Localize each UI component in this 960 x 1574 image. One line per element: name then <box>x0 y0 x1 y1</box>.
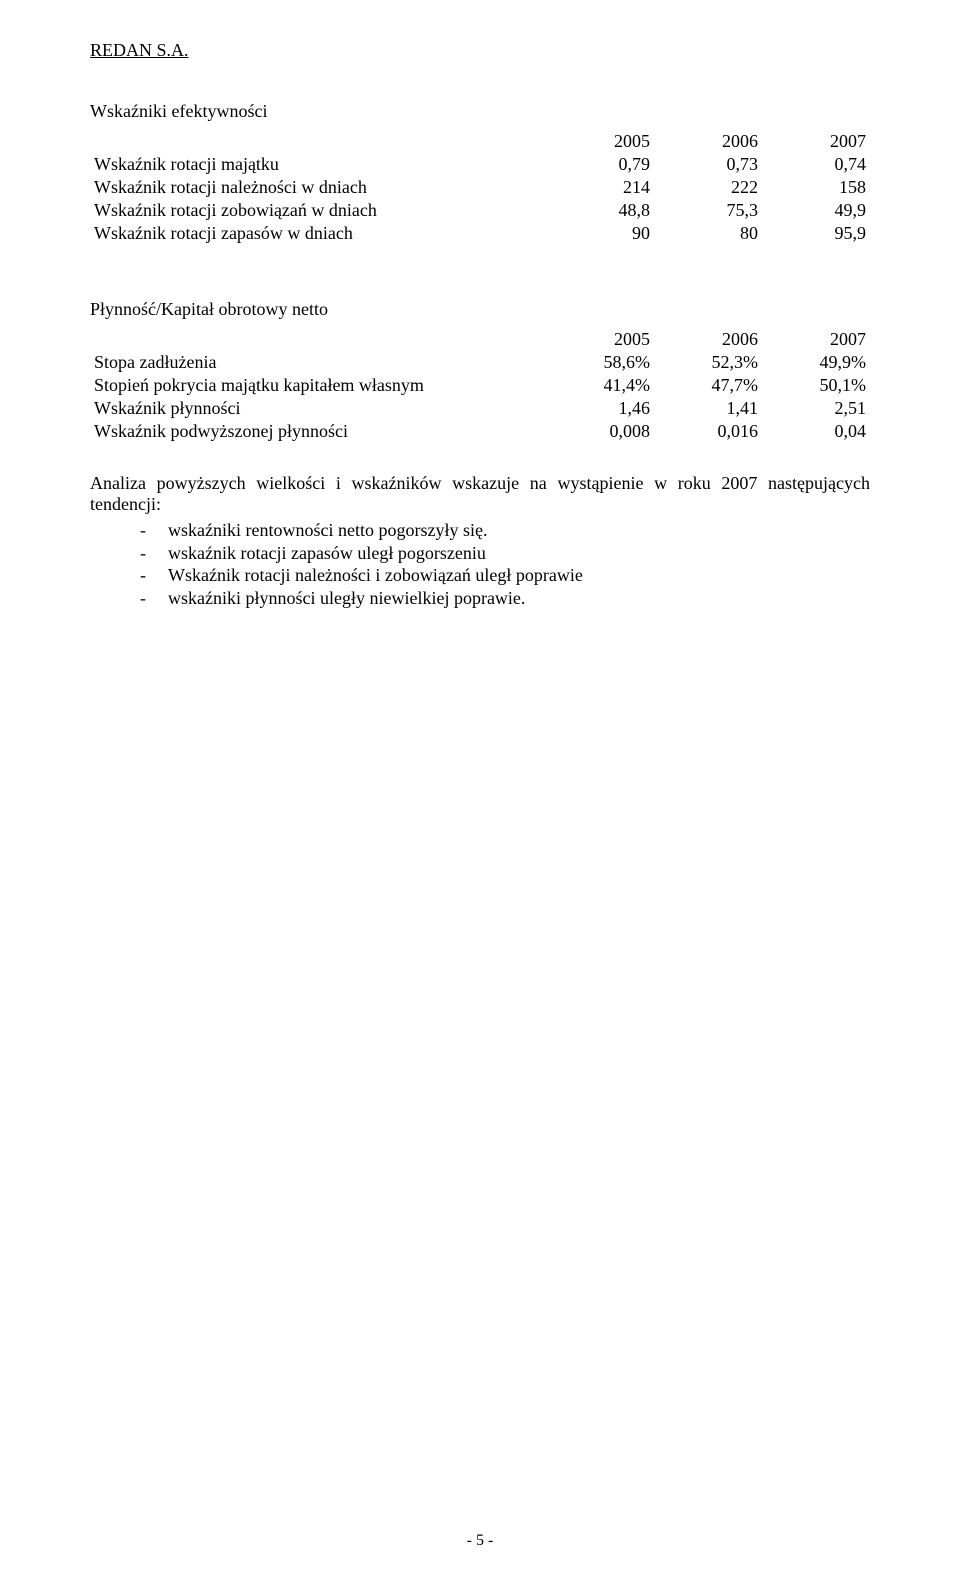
analysis-intro: Analiza powyższych wielkości i wskaźnikó… <box>90 473 870 514</box>
cell-value: 75,3 <box>654 199 762 222</box>
cell-value: 0,74 <box>762 153 870 176</box>
analysis-list: wskaźniki rentowności netto pogorszyły s… <box>90 519 870 609</box>
cell-value: 1,46 <box>546 397 654 420</box>
table-row: Wskaźnik rotacji zapasów w dniach 90 80 … <box>90 222 870 245</box>
list-item: Wskaźnik rotacji należności i zobowiązań… <box>140 564 870 587</box>
page-number: - 5 - <box>0 1532 960 1550</box>
cell-value: 80 <box>654 222 762 245</box>
table-row: Wskaźnik podwyższonej płynności 0,008 0,… <box>90 420 870 443</box>
row-label: Wskaźnik rotacji majątku <box>90 153 546 176</box>
cell-value: 0,79 <box>546 153 654 176</box>
table-row: Stopień pokrycia majątku kapitałem własn… <box>90 374 870 397</box>
cell-value: 58,6% <box>546 351 654 374</box>
row-label: Stopa zadłużenia <box>90 351 546 374</box>
col-year: 2006 <box>654 130 762 153</box>
table-row: 2005 2006 2007 <box>90 328 870 351</box>
table-row: Wskaźnik rotacji należności w dniach 214… <box>90 176 870 199</box>
table-efficiency: 2005 2006 2007 Wskaźnik rotacji majątku … <box>90 130 870 245</box>
page-header-company: REDAN S.A. <box>90 40 870 61</box>
page: REDAN S.A. Wskaźniki efektywności 2005 2… <box>0 0 960 1574</box>
cell-value: 49,9% <box>762 351 870 374</box>
list-item: wskaźniki płynności uległy niewielkiej p… <box>140 587 870 610</box>
cell-value: 0,73 <box>654 153 762 176</box>
table-row: Stopa zadłużenia 58,6% 52,3% 49,9% <box>90 351 870 374</box>
row-label: Wskaźnik podwyższonej płynności <box>90 420 546 443</box>
col-year: 2007 <box>762 328 870 351</box>
list-item: wskaźnik rotacji zapasów uległ pogorszen… <box>140 542 870 565</box>
cell-value: 0,04 <box>762 420 870 443</box>
row-label: Stopień pokrycia majątku kapitałem własn… <box>90 374 546 397</box>
cell-value: 41,4% <box>546 374 654 397</box>
cell-value: 52,3% <box>654 351 762 374</box>
list-item: wskaźniki rentowności netto pogorszyły s… <box>140 519 870 542</box>
cell-value: 50,1% <box>762 374 870 397</box>
section-title-efficiency: Wskaźniki efektywności <box>90 101 870 122</box>
cell-value: 95,9 <box>762 222 870 245</box>
table-liquidity: 2005 2006 2007 Stopa zadłużenia 58,6% 52… <box>90 328 870 443</box>
cell-value: 48,8 <box>546 199 654 222</box>
section-title-liquidity: Płynność/Kapitał obrotowy netto <box>90 299 870 320</box>
cell-empty <box>90 130 546 153</box>
row-label: Wskaźnik rotacji zapasów w dniach <box>90 222 546 245</box>
cell-empty <box>90 328 546 351</box>
row-label: Wskaźnik płynności <box>90 397 546 420</box>
col-year: 2005 <box>546 130 654 153</box>
cell-value: 0,008 <box>546 420 654 443</box>
col-year: 2005 <box>546 328 654 351</box>
cell-value: 47,7% <box>654 374 762 397</box>
row-label: Wskaźnik rotacji należności w dniach <box>90 176 546 199</box>
table-row: Wskaźnik rotacji zobowiązań w dniach 48,… <box>90 199 870 222</box>
cell-value: 1,41 <box>654 397 762 420</box>
cell-value: 90 <box>546 222 654 245</box>
cell-value: 49,9 <box>762 199 870 222</box>
table-row: Wskaźnik płynności 1,46 1,41 2,51 <box>90 397 870 420</box>
table-row: 2005 2006 2007 <box>90 130 870 153</box>
cell-value: 2,51 <box>762 397 870 420</box>
table-row: Wskaźnik rotacji majątku 0,79 0,73 0,74 <box>90 153 870 176</box>
col-year: 2006 <box>654 328 762 351</box>
col-year: 2007 <box>762 130 870 153</box>
cell-value: 0,016 <box>654 420 762 443</box>
analysis-block: Analiza powyższych wielkości i wskaźnikó… <box>90 473 870 609</box>
cell-value: 158 <box>762 176 870 199</box>
row-label: Wskaźnik rotacji zobowiązań w dniach <box>90 199 546 222</box>
cell-value: 214 <box>546 176 654 199</box>
cell-value: 222 <box>654 176 762 199</box>
